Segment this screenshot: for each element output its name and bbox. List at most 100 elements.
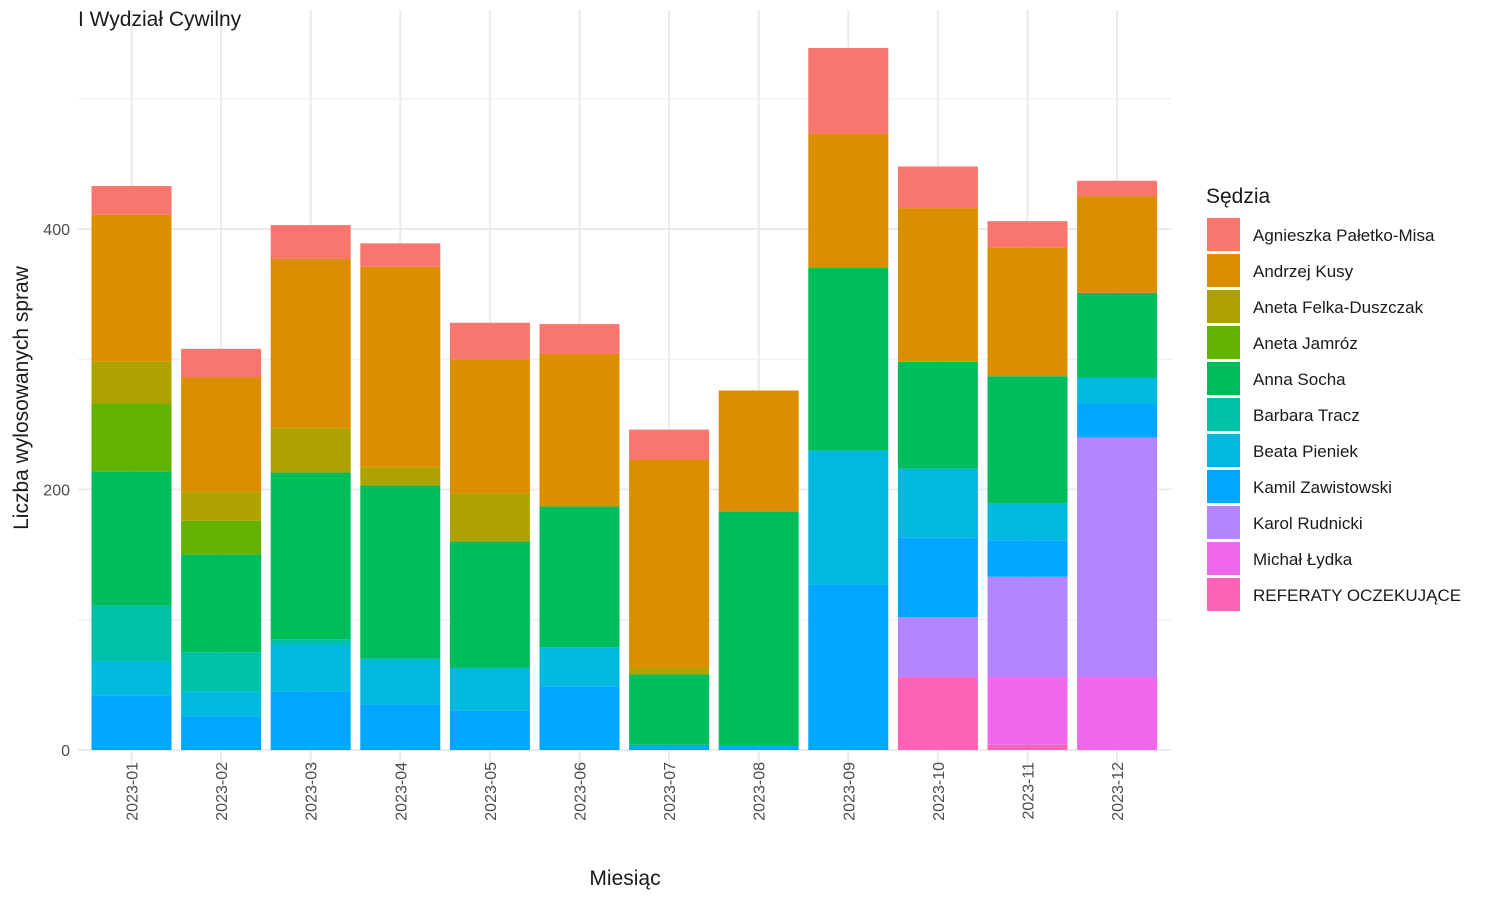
bar-segment <box>270 258 351 429</box>
bar-segment <box>539 686 620 750</box>
bar-segment <box>629 459 710 668</box>
legend-label: Kamil Zawistowski <box>1253 478 1392 497</box>
legend-label: Agnieszka Pałetko-Misa <box>1253 226 1435 245</box>
legend-label: Karol Rudnicki <box>1253 514 1363 533</box>
bar-segment <box>181 520 262 555</box>
legend-swatch <box>1207 578 1240 611</box>
bar-segment <box>1077 180 1158 197</box>
x-tick-label: 2023-10 <box>931 762 948 821</box>
bar-segment <box>1077 377 1158 404</box>
bars <box>91 47 1158 750</box>
bar-segment <box>181 554 262 653</box>
bar-segment <box>449 667 530 711</box>
bar-segment <box>181 652 262 692</box>
bar-segment <box>808 584 889 750</box>
bar-segment <box>539 324 620 355</box>
bar-segment <box>987 744 1068 750</box>
bar-segment <box>270 225 351 259</box>
bar-segment <box>987 376 1068 504</box>
bar-segment <box>91 214 172 362</box>
x-tick-label: 2023-02 <box>214 762 231 821</box>
bar-segment <box>897 537 978 618</box>
bar-segment <box>808 133 889 269</box>
bar-segment <box>270 472 351 640</box>
bar-segment <box>539 354 620 507</box>
bar-segment <box>987 576 1068 678</box>
x-tick-label: 2023-08 <box>752 762 769 821</box>
legend-label: Anna Socha <box>1253 370 1346 389</box>
legend-swatch <box>1207 398 1240 431</box>
bar-segment <box>987 677 1068 745</box>
bar-segment <box>629 674 710 745</box>
legend-swatch <box>1207 542 1240 575</box>
legend-swatch <box>1207 326 1240 359</box>
bar-segment <box>987 503 1068 541</box>
bar-segment <box>270 639 351 645</box>
bar-segment <box>629 429 710 460</box>
y-tick-label: 0 <box>61 743 70 760</box>
bar-segment <box>808 268 889 451</box>
bar-segment <box>91 605 172 662</box>
bar-segment <box>181 492 262 521</box>
legend-swatch <box>1207 362 1240 395</box>
x-tick-label: 2023-01 <box>125 762 142 821</box>
legend-title: Sędzia <box>1206 185 1271 208</box>
bar-segment <box>539 647 620 687</box>
bar-segment <box>897 208 978 362</box>
legend-label: Barbara Tracz <box>1253 406 1360 425</box>
bar-segment <box>181 716 262 750</box>
x-tick-label: 2023-03 <box>304 762 321 821</box>
bar-segment <box>91 471 172 606</box>
legend-label: Beata Pieniek <box>1253 442 1358 461</box>
legend-label: Aneta Felka-Duszczak <box>1253 298 1424 317</box>
bar-segment <box>181 377 262 493</box>
bar-segment <box>449 541 530 668</box>
bar-segment <box>181 348 262 378</box>
x-tick-label: 2023-06 <box>573 762 590 821</box>
bar-segment <box>897 468 978 538</box>
y-axis-title: Liczba wylosowanych spraw <box>10 265 33 530</box>
bar-segment <box>1077 437 1158 678</box>
bar-segment <box>1077 196 1158 293</box>
legend: Sędzia Agnieszka Pałetko-Misa Andrzej Kus… <box>1206 185 1461 611</box>
x-tick-label: 2023-05 <box>483 762 500 821</box>
bar-segment <box>91 361 172 404</box>
bar-segment <box>91 695 172 750</box>
bar-segment <box>629 667 710 675</box>
legend-swatch <box>1207 290 1240 323</box>
legend-label: REFERATY OCZEKUJĄCE <box>1253 586 1461 605</box>
bar-segment <box>360 485 441 659</box>
bar-segment <box>897 166 978 209</box>
bar-segment <box>449 359 530 494</box>
bar-segment <box>91 186 172 215</box>
bar-segment <box>360 243 441 267</box>
bar-segment <box>360 467 441 486</box>
legend-swatch <box>1207 434 1240 467</box>
bar-segment <box>360 266 441 468</box>
bar-segment <box>629 744 710 750</box>
legend-swatch <box>1207 254 1240 287</box>
chart-title: I Wydział Cywilny <box>78 8 242 31</box>
x-tick-labels: 2023-01 2023-02 2023-03 2023-04 2023-05 2023-… <box>125 762 1128 821</box>
bar-segment <box>718 511 799 747</box>
bar-segment <box>1077 677 1158 750</box>
bar-segment <box>808 450 889 585</box>
legend-swatch <box>1207 506 1240 539</box>
x-axis-title: Miesiąc <box>589 867 660 890</box>
x-tick-label: 2023-09 <box>841 762 858 821</box>
bar-segment <box>897 361 978 469</box>
x-tick-label: 2023-11 <box>1021 762 1038 820</box>
bar-segment <box>897 677 978 750</box>
bar-segment <box>360 704 441 750</box>
bar-segment <box>270 691 351 750</box>
bar-segment <box>360 658 441 705</box>
bar-segment <box>897 617 978 678</box>
x-tick-label: 2023-12 <box>1110 762 1127 821</box>
bar-segment <box>181 691 262 717</box>
bar-segment <box>987 247 1068 377</box>
legend-items: Agnieszka Pałetko-Misa Andrzej Kusy Aneta … <box>1207 218 1461 611</box>
bar-segment <box>718 746 799 750</box>
legend-swatch <box>1207 218 1240 251</box>
bar-segment <box>987 221 1068 248</box>
legend-swatch <box>1207 470 1240 503</box>
